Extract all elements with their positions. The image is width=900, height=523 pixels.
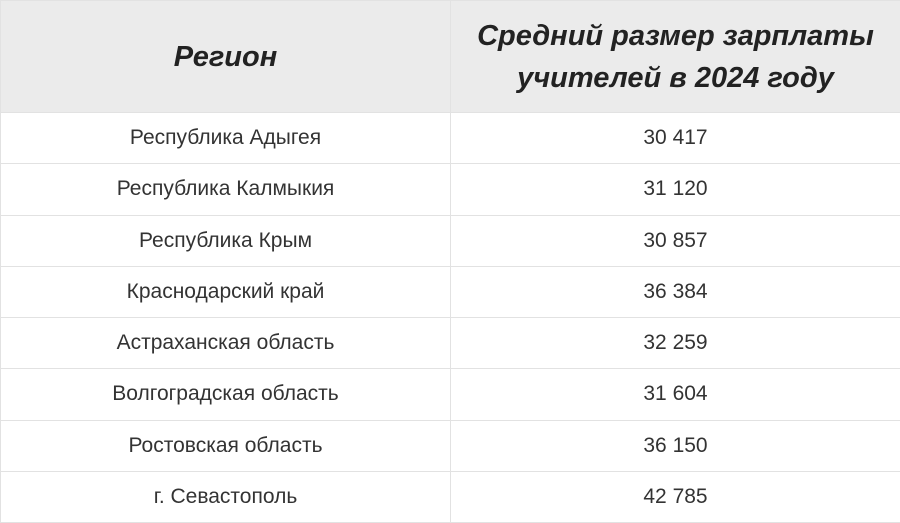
salary-cell: 36 150	[450, 419, 900, 472]
salary-cell: 31 604	[450, 368, 900, 421]
table-row: Республика Калмыкия 31 120	[0, 163, 900, 216]
salary-cell: 30 857	[450, 214, 900, 267]
salary-cell: 42 785	[450, 470, 900, 523]
table-row: Республика Крым 30 857	[0, 214, 900, 267]
region-cell: Краснодарский край	[0, 265, 451, 319]
salary-cell: 30 417	[450, 111, 900, 165]
region-cell: Волгоградская область	[0, 368, 451, 421]
table-row: Волгоградская область 31 604	[0, 368, 900, 421]
table-row: Республика Адыгея 30 417	[0, 111, 900, 165]
region-cell: Республика Калмыкия	[0, 163, 451, 216]
region-cell: г. Севастополь	[0, 470, 451, 523]
region-cell: Республика Адыгея	[0, 111, 451, 165]
table-row: Краснодарский край 36 384	[0, 265, 900, 319]
table-row: г. Севастополь 42 785	[0, 470, 900, 523]
table-row: Астраханская область 32 259	[0, 316, 900, 370]
region-cell: Республика Крым	[0, 214, 451, 267]
table-body: Республика Адыгея 30 417 Республика Калмык…	[0, 111, 900, 523]
header-cell: Средний размер зарплаты учителей в 2024 …	[450, 0, 900, 113]
header-row: Регион Средний размер зарплаты учителей в…	[0, 0, 900, 113]
region-cell: Ростовская область	[0, 419, 451, 472]
region-cell: Астраханская область	[0, 316, 451, 370]
salary-cell: 31 120	[450, 163, 900, 216]
salary-cell: 32 259	[450, 316, 900, 370]
table-row: Ростовская область 36 150	[0, 419, 900, 472]
table-head: Регион Средний размер зарплаты учителей в…	[0, 0, 900, 113]
header-cell: Регион	[0, 0, 451, 113]
salary-cell: 36 384	[450, 265, 900, 319]
